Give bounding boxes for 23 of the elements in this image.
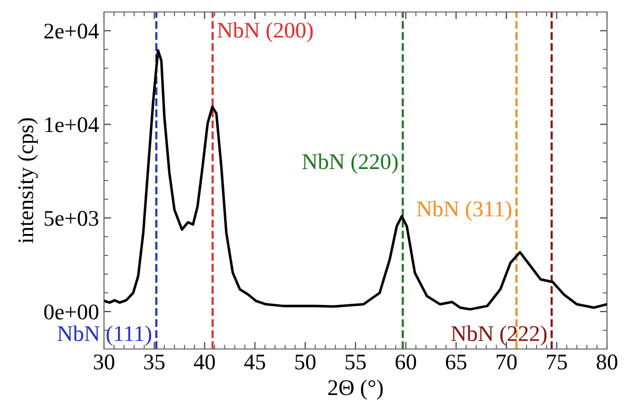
x-tick-label: 80 (596, 354, 618, 370)
x-tick-label: 60 (396, 354, 416, 370)
x-tick-label: 55 (346, 354, 366, 370)
ref-line-label: NbN (111) (58, 325, 152, 346)
x-tick-label: 30 (94, 354, 114, 370)
ref-line-label: NbN (200) (217, 22, 313, 42)
y-axis-title: intensity (cps) (18, 118, 38, 244)
x-tick-label: 70 (496, 354, 517, 370)
ref-line-label: NbN (222) (451, 325, 547, 346)
x-axis-title: 2Θ (°) (328, 380, 383, 400)
y-tick-label: 5e+03 (44, 210, 98, 226)
x-tick-label: 65 (446, 354, 466, 370)
ref-line-label: NbN (311) (416, 200, 512, 221)
ref-line-label: NbN (220) (302, 154, 398, 174)
y-tick-label: 2e+04 (44, 24, 99, 39)
y-tick-label: 0e+00 (44, 304, 98, 320)
x-tick-label: 50 (295, 354, 316, 370)
x-tick-label: 35 (144, 354, 165, 370)
x-tick-label: 45 (244, 354, 266, 370)
y-tick-label: 1e+04 (45, 117, 99, 132)
x-tick-label: 75 (547, 354, 567, 370)
x-tick-label: 40 (194, 354, 215, 370)
line-series (104, 49, 607, 311)
